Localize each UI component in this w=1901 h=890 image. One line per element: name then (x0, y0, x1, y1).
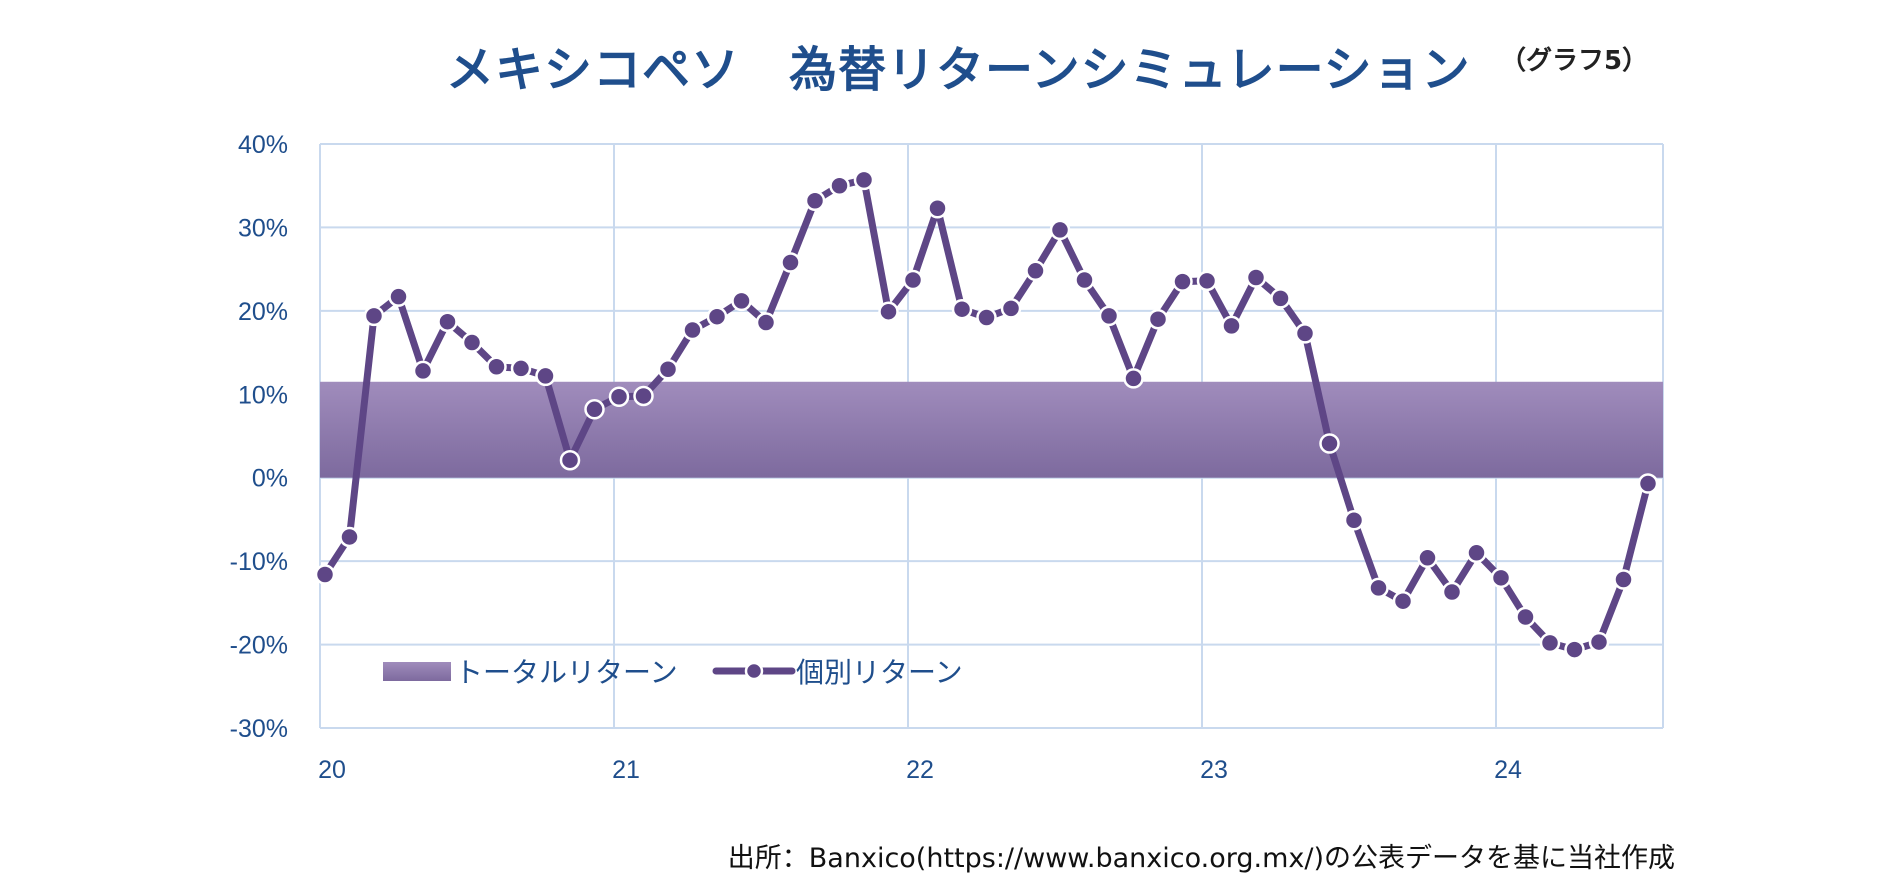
individual-return-point (1490, 567, 1512, 589)
y-axis-tick-labels: 40% 30% 20% 10% 0% -10% -20% -30% (230, 131, 288, 743)
y-tick-label: -20% (230, 632, 288, 660)
individual-return-point (1637, 473, 1659, 494)
individual-return-point (902, 269, 924, 291)
individual-return-point (559, 449, 581, 471)
individual-return-point (437, 311, 458, 332)
individual-return-point (363, 305, 385, 327)
individual-return-point (584, 399, 605, 420)
y-tick-label: 40% (238, 131, 288, 159)
individual-return-point (1123, 368, 1144, 389)
individual-return-point (1343, 510, 1365, 531)
y-tick-label: 20% (238, 298, 288, 326)
individual-return-point (633, 385, 654, 407)
legend-swatch-marker (744, 661, 764, 681)
individual-return-point (535, 365, 556, 387)
individual-return-point (1319, 433, 1340, 454)
total-return-band (320, 381, 1663, 478)
chart-title: メキシコペソ 為替リターンシミュレーション (446, 42, 1471, 98)
individual-return-point (1000, 298, 1022, 319)
individual-return-point (1025, 260, 1046, 282)
legend: トータルリターン 個別リターン (383, 656, 963, 689)
legend-label-total-return: トータルリターン (455, 656, 678, 689)
individual-return-point (878, 301, 899, 322)
individual-return-point (927, 197, 948, 219)
x-axis-tick-labels: 20 21 22 23 24 (318, 756, 1522, 784)
legend-swatch-total-return (383, 662, 451, 681)
individual-return-point (804, 190, 826, 211)
individual-return-point (1245, 267, 1267, 288)
individual-return-point (1074, 269, 1095, 291)
y-tick-label: 30% (238, 214, 288, 242)
x-tick-label: 23 (1200, 756, 1228, 784)
individual-return-point (412, 360, 434, 382)
individual-return-point (853, 169, 875, 191)
individual-return-point (951, 298, 973, 320)
individual-return-point (314, 564, 336, 585)
individual-return-point (486, 356, 507, 378)
individual-return-point (706, 306, 728, 327)
x-tick-label: 22 (906, 756, 934, 784)
individual-return-point (1539, 632, 1561, 654)
x-tick-label: 20 (318, 756, 346, 784)
individual-return-point (1196, 270, 1218, 292)
individual-return-point (755, 312, 777, 333)
individual-return-point (1613, 569, 1634, 590)
individual-return-point (1466, 542, 1487, 564)
individual-return-point (1049, 219, 1071, 241)
individual-return-point (1294, 323, 1316, 344)
individual-return-point (1417, 547, 1438, 569)
individual-return-point (608, 386, 630, 408)
individual-return-point (461, 332, 483, 353)
x-tick-label: 21 (612, 756, 640, 784)
individual-return-point (682, 319, 703, 341)
individual-return-point (339, 526, 360, 548)
graph-number-note: （グラフ5） (1500, 46, 1649, 76)
legend-label-individual-return: 個別リターン (796, 656, 963, 689)
total-return-band-layer (320, 381, 1663, 478)
individual-return-point (1221, 315, 1242, 337)
individual-return-point (731, 290, 752, 312)
individual-return-point (976, 307, 997, 328)
individual-return-point (657, 359, 679, 380)
y-tick-label: 0% (252, 465, 288, 493)
source-note: 出所：Banxico(https://www.banxico.org.mx/)の… (727, 843, 1675, 874)
individual-return-point (388, 286, 409, 307)
individual-return-point (1270, 288, 1291, 309)
individual-return-point (1441, 581, 1463, 603)
individual-return-point (829, 175, 850, 196)
x-tick-label: 24 (1494, 756, 1522, 784)
y-tick-label: -30% (230, 715, 288, 743)
individual-return-point (1098, 305, 1120, 327)
individual-return-point (1172, 271, 1193, 292)
individual-return-points (314, 169, 1659, 660)
y-tick-label: 10% (238, 381, 288, 409)
individual-return-point (1392, 590, 1414, 612)
individual-return-point (1588, 631, 1610, 653)
individual-return-point (1564, 639, 1585, 660)
individual-return-point (780, 252, 801, 273)
individual-return-point (1368, 577, 1389, 599)
y-tick-label: -10% (230, 548, 288, 576)
individual-return-point (1147, 308, 1169, 330)
individual-return-point (1515, 606, 1536, 628)
individual-return-point (510, 358, 532, 379)
